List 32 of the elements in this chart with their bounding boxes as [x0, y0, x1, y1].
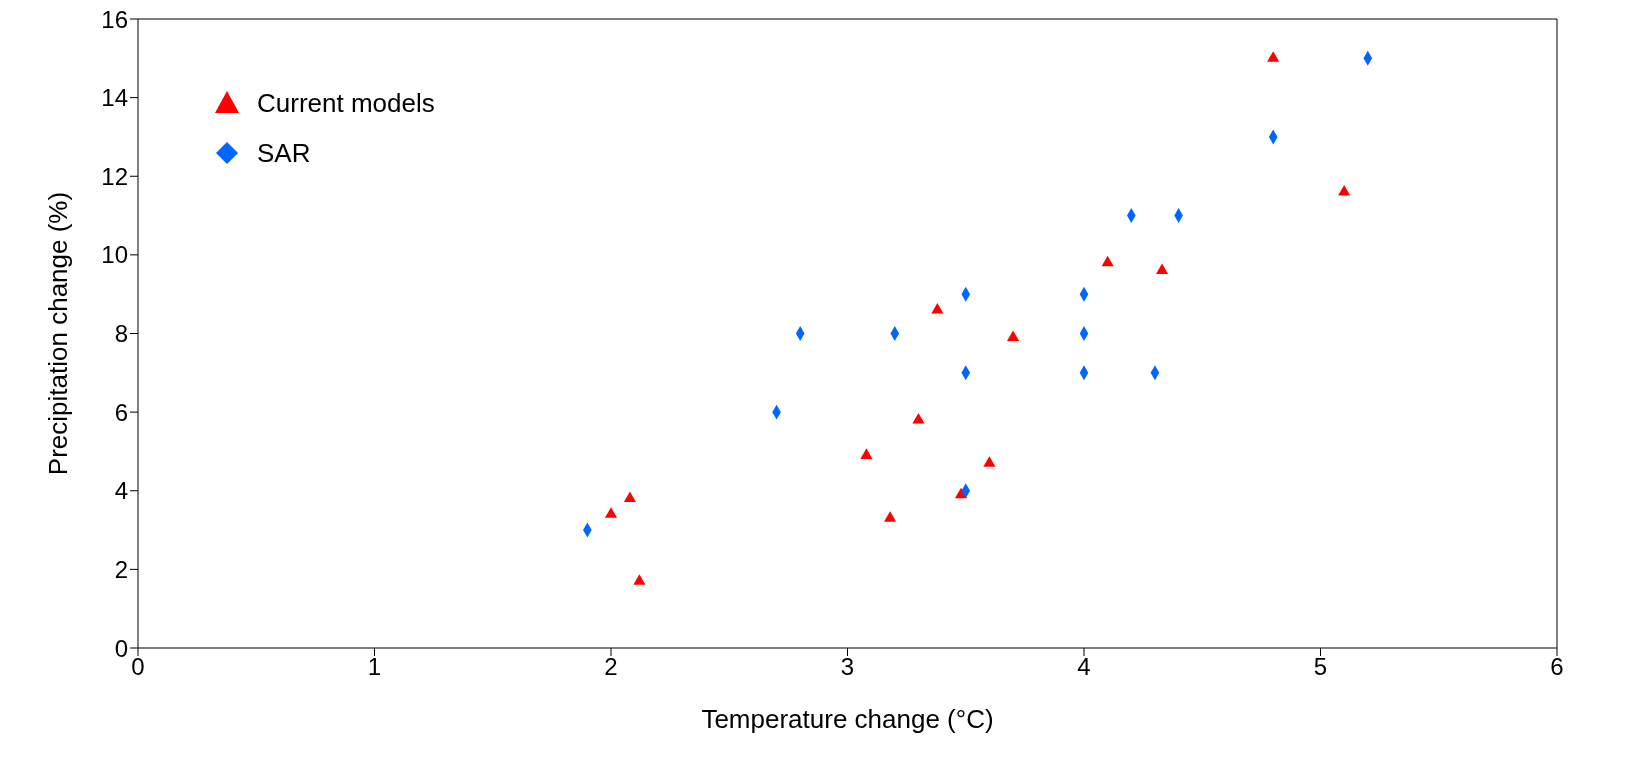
point	[1267, 51, 1280, 62]
x-tick-label: 4	[1077, 653, 1091, 681]
y-tick-label: 4	[114, 477, 128, 505]
y-tick-label: 12	[101, 162, 128, 190]
x-tick-label: 2	[604, 653, 618, 681]
x-tick-label: 5	[1313, 653, 1328, 681]
y-tick-label: 2	[114, 555, 128, 583]
point	[604, 507, 618, 518]
point	[860, 448, 873, 459]
point	[623, 491, 636, 503]
point	[1101, 255, 1114, 267]
point	[1155, 263, 1169, 275]
x-tick-label: 0	[131, 653, 145, 681]
point	[912, 412, 925, 424]
y-tick-label: 0	[114, 634, 128, 662]
y-tick-label: 10	[101, 241, 128, 269]
x-tick-label: 6	[1550, 653, 1564, 681]
y-axis-title: Precipitation change (%)	[43, 191, 74, 476]
y-tick-label: 14	[101, 84, 128, 112]
y-tick-label: 16	[101, 5, 128, 33]
legend-label: Current models	[257, 87, 435, 119]
y-tick-label: 6	[114, 398, 128, 426]
x-tick-label: 3	[840, 653, 855, 681]
x-axis-title: Temperature change (°C)	[701, 704, 994, 734]
point	[883, 511, 897, 522]
x-tick-label: 1	[367, 653, 382, 681]
legend-label: SAR	[257, 137, 311, 169]
point	[983, 456, 996, 467]
point	[633, 574, 646, 585]
y-tick-label: 8	[114, 320, 128, 348]
point	[931, 302, 944, 314]
point	[1006, 330, 1020, 341]
